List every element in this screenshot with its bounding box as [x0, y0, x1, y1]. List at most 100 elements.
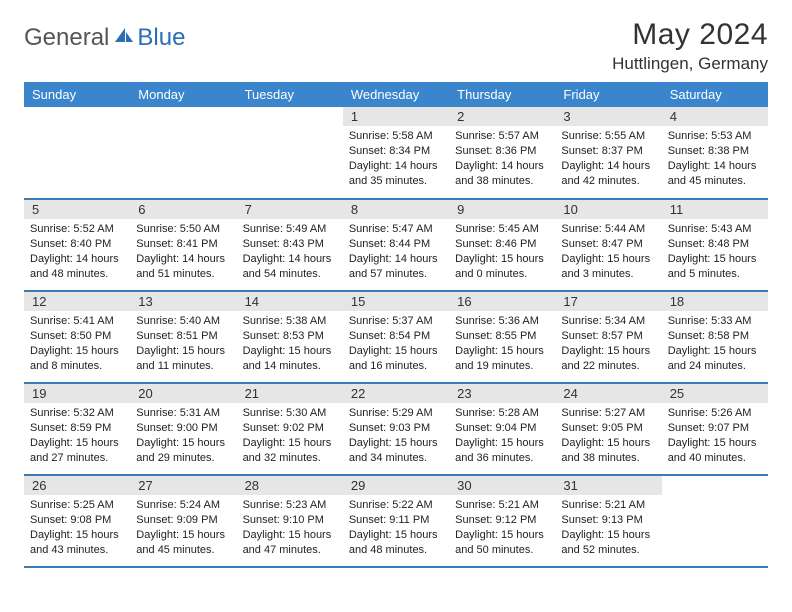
sunset-line: Sunset: 8:47 PM: [561, 237, 655, 252]
calendar-cell: 15Sunrise: 5:37 AMSunset: 8:54 PMDayligh…: [343, 291, 449, 383]
calendar-cell: 30Sunrise: 5:21 AMSunset: 9:12 PMDayligh…: [449, 475, 555, 567]
day-number: 17: [555, 292, 661, 311]
day-details: Sunrise: 5:41 AMSunset: 8:50 PMDaylight:…: [24, 311, 130, 377]
calendar-cell: [130, 107, 236, 199]
sunset-line: Sunset: 8:43 PM: [243, 237, 337, 252]
sunset-line: Sunset: 9:10 PM: [243, 513, 337, 528]
day-details: Sunrise: 5:38 AMSunset: 8:53 PMDaylight:…: [237, 311, 343, 377]
sunset-line: Sunset: 8:44 PM: [349, 237, 443, 252]
sunrise-line: Sunrise: 5:34 AM: [561, 314, 655, 329]
day-details: Sunrise: 5:26 AMSunset: 9:07 PMDaylight:…: [662, 403, 768, 469]
calendar-week-row: 1Sunrise: 5:58 AMSunset: 8:34 PMDaylight…: [24, 107, 768, 199]
daylight-line: Daylight: 14 hours and 51 minutes.: [136, 252, 230, 282]
calendar-cell: 23Sunrise: 5:28 AMSunset: 9:04 PMDayligh…: [449, 383, 555, 475]
sunrise-line: Sunrise: 5:49 AM: [243, 222, 337, 237]
sunset-line: Sunset: 8:38 PM: [668, 144, 762, 159]
sunrise-line: Sunrise: 5:23 AM: [243, 498, 337, 513]
sunset-line: Sunset: 8:46 PM: [455, 237, 549, 252]
day-number: 20: [130, 384, 236, 403]
brand-word-general: General: [24, 24, 109, 52]
sunset-line: Sunset: 8:55 PM: [455, 329, 549, 344]
sunset-line: Sunset: 8:50 PM: [30, 329, 124, 344]
sunset-line: Sunset: 8:59 PM: [30, 421, 124, 436]
calendar-cell: 16Sunrise: 5:36 AMSunset: 8:55 PMDayligh…: [449, 291, 555, 383]
daylight-line: Daylight: 15 hours and 5 minutes.: [668, 252, 762, 282]
daylight-line: Daylight: 15 hours and 32 minutes.: [243, 436, 337, 466]
sunrise-line: Sunrise: 5:25 AM: [30, 498, 124, 513]
day-number: 1: [343, 107, 449, 126]
daylight-line: Daylight: 15 hours and 27 minutes.: [30, 436, 124, 466]
sunset-line: Sunset: 8:58 PM: [668, 329, 762, 344]
day-number: 11: [662, 200, 768, 219]
sunrise-line: Sunrise: 5:38 AM: [243, 314, 337, 329]
day-number: 8: [343, 200, 449, 219]
calendar-cell: 19Sunrise: 5:32 AMSunset: 8:59 PMDayligh…: [24, 383, 130, 475]
calendar-cell: 26Sunrise: 5:25 AMSunset: 9:08 PMDayligh…: [24, 475, 130, 567]
calendar-cell: [237, 107, 343, 199]
calendar-cell: 5Sunrise: 5:52 AMSunset: 8:40 PMDaylight…: [24, 199, 130, 291]
calendar-cell: [24, 107, 130, 199]
calendar-cell: 25Sunrise: 5:26 AMSunset: 9:07 PMDayligh…: [662, 383, 768, 475]
calendar-cell: 1Sunrise: 5:58 AMSunset: 8:34 PMDaylight…: [343, 107, 449, 199]
sunset-line: Sunset: 8:48 PM: [668, 237, 762, 252]
sunset-line: Sunset: 8:37 PM: [561, 144, 655, 159]
day-details: Sunrise: 5:43 AMSunset: 8:48 PMDaylight:…: [662, 219, 768, 285]
daylight-line: Daylight: 15 hours and 43 minutes.: [30, 528, 124, 558]
daylight-line: Daylight: 15 hours and 3 minutes.: [561, 252, 655, 282]
calendar-week-row: 19Sunrise: 5:32 AMSunset: 8:59 PMDayligh…: [24, 383, 768, 475]
sunrise-line: Sunrise: 5:40 AM: [136, 314, 230, 329]
day-number: 23: [449, 384, 555, 403]
day-number: 19: [24, 384, 130, 403]
daylight-line: Daylight: 15 hours and 14 minutes.: [243, 344, 337, 374]
daylight-line: Daylight: 15 hours and 29 minutes.: [136, 436, 230, 466]
calendar-week-row: 12Sunrise: 5:41 AMSunset: 8:50 PMDayligh…: [24, 291, 768, 383]
day-number: 18: [662, 292, 768, 311]
sunrise-line: Sunrise: 5:21 AM: [455, 498, 549, 513]
calendar-cell: 11Sunrise: 5:43 AMSunset: 8:48 PMDayligh…: [662, 199, 768, 291]
day-number: 13: [130, 292, 236, 311]
daylight-line: Daylight: 14 hours and 57 minutes.: [349, 252, 443, 282]
sunrise-line: Sunrise: 5:41 AM: [30, 314, 124, 329]
calendar-cell: 2Sunrise: 5:57 AMSunset: 8:36 PMDaylight…: [449, 107, 555, 199]
day-number: 27: [130, 476, 236, 495]
day-number: 29: [343, 476, 449, 495]
location-label: Huttlingen, Germany: [612, 54, 768, 74]
day-number: 28: [237, 476, 343, 495]
day-number: 4: [662, 107, 768, 126]
day-details: Sunrise: 5:29 AMSunset: 9:03 PMDaylight:…: [343, 403, 449, 469]
sunrise-line: Sunrise: 5:43 AM: [668, 222, 762, 237]
daylight-line: Daylight: 14 hours and 48 minutes.: [30, 252, 124, 282]
day-number: 25: [662, 384, 768, 403]
day-number: 26: [24, 476, 130, 495]
brand-logo: General Blue: [24, 18, 185, 52]
day-details: Sunrise: 5:32 AMSunset: 8:59 PMDaylight:…: [24, 403, 130, 469]
sunset-line: Sunset: 9:02 PM: [243, 421, 337, 436]
sunrise-line: Sunrise: 5:44 AM: [561, 222, 655, 237]
sunset-line: Sunset: 8:57 PM: [561, 329, 655, 344]
calendar-page: General Blue May 2024 Huttlingen, German…: [0, 0, 792, 580]
day-details: Sunrise: 5:36 AMSunset: 8:55 PMDaylight:…: [449, 311, 555, 377]
daylight-line: Daylight: 15 hours and 0 minutes.: [455, 252, 549, 282]
day-details: Sunrise: 5:27 AMSunset: 9:05 PMDaylight:…: [555, 403, 661, 469]
weekday-header: Tuesday: [237, 82, 343, 107]
day-details: Sunrise: 5:37 AMSunset: 8:54 PMDaylight:…: [343, 311, 449, 377]
sunrise-line: Sunrise: 5:29 AM: [349, 406, 443, 421]
day-number: 21: [237, 384, 343, 403]
calendar-cell: 18Sunrise: 5:33 AMSunset: 8:58 PMDayligh…: [662, 291, 768, 383]
day-number: 5: [24, 200, 130, 219]
day-number: 9: [449, 200, 555, 219]
sunset-line: Sunset: 8:54 PM: [349, 329, 443, 344]
daylight-line: Daylight: 15 hours and 36 minutes.: [455, 436, 549, 466]
sunrise-line: Sunrise: 5:36 AM: [455, 314, 549, 329]
weekday-header: Thursday: [449, 82, 555, 107]
day-number: 15: [343, 292, 449, 311]
calendar-cell: 29Sunrise: 5:22 AMSunset: 9:11 PMDayligh…: [343, 475, 449, 567]
weekday-header: Monday: [130, 82, 236, 107]
calendar-cell: 24Sunrise: 5:27 AMSunset: 9:05 PMDayligh…: [555, 383, 661, 475]
sunrise-line: Sunrise: 5:24 AM: [136, 498, 230, 513]
sunrise-line: Sunrise: 5:27 AM: [561, 406, 655, 421]
day-number: 3: [555, 107, 661, 126]
calendar-head: Sunday Monday Tuesday Wednesday Thursday…: [24, 82, 768, 107]
day-number: 31: [555, 476, 661, 495]
day-details: Sunrise: 5:58 AMSunset: 8:34 PMDaylight:…: [343, 126, 449, 192]
